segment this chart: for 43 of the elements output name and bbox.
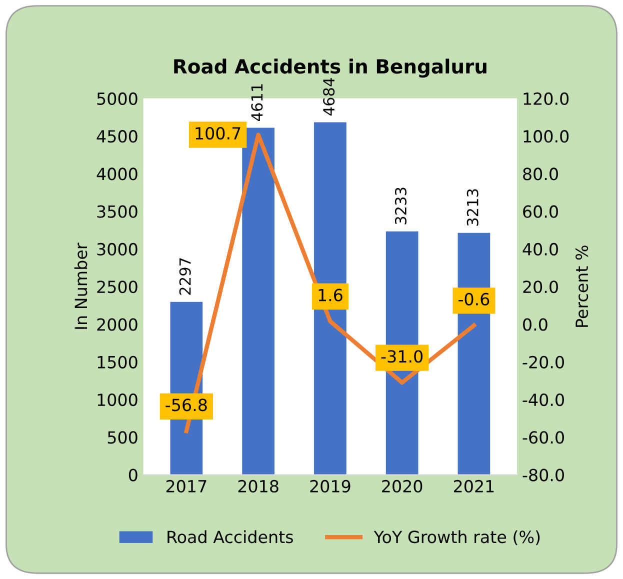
y-tick-label: 2500 bbox=[97, 280, 138, 294]
y-axis-title: In Number bbox=[74, 242, 88, 329]
y-tick-label: 1000 bbox=[98, 393, 138, 406]
legend-label: Road Accidents bbox=[168, 530, 293, 544]
x-tick-label: 2020 bbox=[382, 480, 422, 493]
data-label: -56.8 bbox=[166, 398, 207, 412]
data-label: 3233 bbox=[394, 188, 407, 224]
x-tick-label: 2018 bbox=[238, 480, 278, 493]
legend-label: YoY Growth rate (%) bbox=[374, 530, 540, 546]
y-tick-label: 1500 bbox=[98, 356, 138, 368]
y2-axis-title: Percent % bbox=[576, 246, 588, 327]
y2-tick-label: 0.0 bbox=[523, 318, 548, 331]
data-label: 1.6 bbox=[318, 288, 342, 302]
y-tick-label: 2000 bbox=[97, 318, 138, 331]
y2-tick-label: -80.0 bbox=[522, 468, 564, 482]
x-tick-label: 2017 bbox=[166, 480, 206, 493]
data-label: 4611 bbox=[251, 84, 263, 121]
data-label: -31.0 bbox=[381, 350, 423, 363]
y2-tick-label: 60.0 bbox=[523, 205, 558, 218]
y2-tick-label: 100.0 bbox=[524, 130, 569, 143]
data-label: 3213 bbox=[466, 189, 478, 226]
data-label: 100.7 bbox=[196, 126, 240, 140]
y2-tick-label: 40.0 bbox=[522, 242, 558, 256]
data-label: -0.6 bbox=[458, 292, 490, 306]
y2-tick-label: 120.0 bbox=[524, 92, 569, 105]
y-tick-label: 4500 bbox=[96, 130, 138, 143]
y2-tick-label: 20.0 bbox=[523, 280, 558, 294]
data-label: 4684 bbox=[323, 78, 335, 116]
y-tick-label: 3500 bbox=[97, 205, 138, 218]
y2-tick-label: -40.0 bbox=[522, 393, 564, 406]
y-tick-label: 500 bbox=[108, 431, 138, 444]
x-tick-label: 2021 bbox=[454, 480, 494, 493]
x-tick-label: 2019 bbox=[310, 480, 350, 493]
chart-title: Road Accidents in Bengaluru bbox=[174, 58, 486, 78]
y-tick-label: 4000 bbox=[96, 168, 138, 180]
y-tick-label: 5000 bbox=[97, 92, 138, 105]
y-tick-label: 3000 bbox=[97, 242, 138, 256]
y2-tick-label: 80.0 bbox=[523, 168, 558, 180]
data-label: 2297 bbox=[179, 258, 191, 295]
y2-tick-label: -20.0 bbox=[522, 356, 564, 368]
y2-tick-label: -60.0 bbox=[522, 431, 564, 444]
y-tick-label: 0 bbox=[128, 468, 138, 482]
bar bbox=[242, 128, 274, 475]
